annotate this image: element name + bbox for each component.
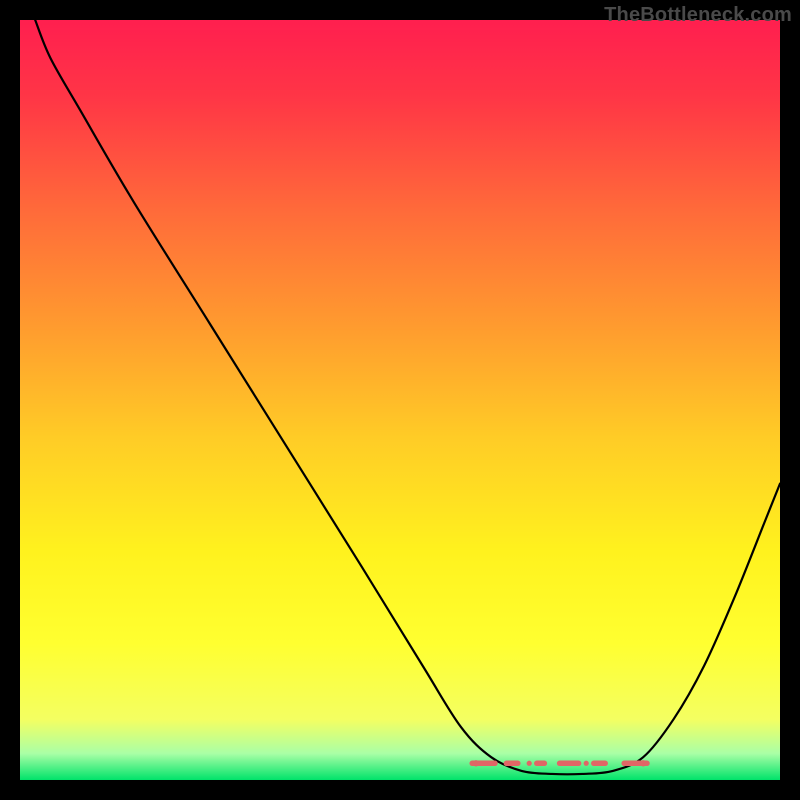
valley-dot-1 xyxy=(527,761,532,766)
bottleneck-chart: TheBottleneck.com xyxy=(0,0,800,800)
chart-svg xyxy=(0,0,800,800)
plot-area xyxy=(20,20,780,780)
valley-dot-3 xyxy=(640,760,646,766)
valley-dot-0 xyxy=(473,760,479,766)
valley-dot-2 xyxy=(584,761,589,766)
